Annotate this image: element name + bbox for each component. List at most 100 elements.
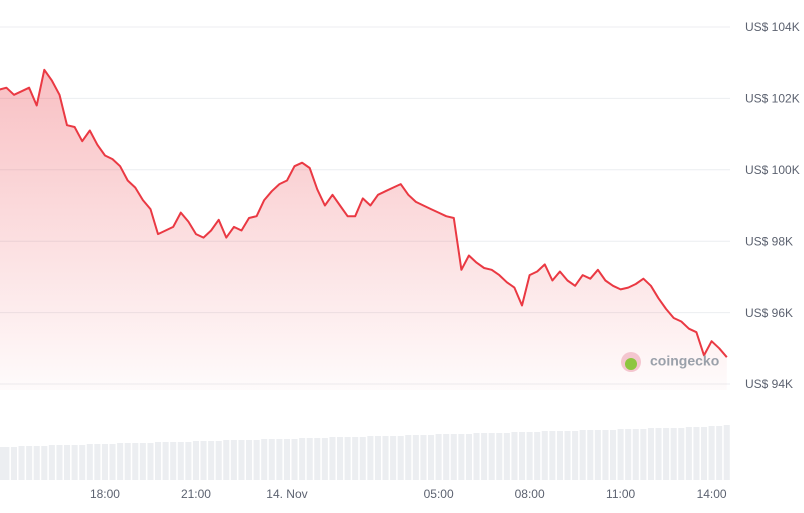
volume-bar [617, 429, 624, 480]
volume-bar [594, 430, 601, 480]
volume-bar [708, 426, 715, 480]
volume-bar [511, 432, 518, 480]
x-tick-label: 08:00 [515, 487, 545, 501]
volume-bar [268, 439, 275, 480]
area-fill [0, 69, 727, 390]
volume-bar [124, 443, 131, 480]
labels: US$ 94K US$ 96K US$ 98K US$ 100K US$ 102K US$… [90, 20, 800, 501]
volume-bar [685, 427, 692, 480]
y-tick-label: US$ 96K [745, 306, 793, 320]
volume-bar [291, 439, 298, 480]
volume-bar [101, 444, 108, 480]
volume-bar [374, 436, 381, 480]
volume-bar [632, 429, 639, 480]
volume-bar [79, 445, 86, 480]
volume-bar [33, 446, 40, 480]
volume-bar [427, 435, 435, 480]
x-tick-label: 21:00 [181, 487, 211, 501]
volume-bar [609, 430, 617, 480]
volume-bar [261, 439, 268, 480]
watermark-logo-inner [625, 358, 637, 370]
volume-bar [329, 437, 336, 480]
volume-bar [412, 435, 419, 480]
volume-bar [625, 429, 632, 480]
volume-bar [420, 435, 427, 480]
x-tick-label: 11:00 [606, 487, 635, 501]
volume-bar [162, 442, 169, 480]
volume-bar [579, 430, 586, 480]
volume-bar [230, 440, 237, 480]
y-tick-label: US$ 94K [745, 377, 793, 391]
volume-bar [253, 440, 260, 480]
volume-bar [71, 445, 78, 480]
line [0, 68, 728, 358]
volume-bar [223, 440, 230, 480]
volume-bar [382, 436, 389, 480]
volume-bar [10, 447, 17, 480]
volume-bar [481, 433, 488, 480]
volume-bar [117, 443, 124, 480]
volume-bar [518, 432, 526, 480]
volume-bar [564, 431, 571, 480]
volume-bar [185, 442, 192, 480]
volume-bar [488, 433, 495, 480]
volume-bar [314, 438, 321, 480]
volume-bar [64, 445, 71, 480]
y-tick-label: US$ 100K [745, 163, 800, 177]
volume-bar [41, 446, 48, 480]
volume-bar [359, 437, 366, 480]
volume-bar [155, 442, 162, 480]
x-tick-label: 05:00 [424, 487, 454, 501]
volume-bar [503, 433, 510, 480]
volume-bar [0, 447, 7, 480]
volume-bar [450, 434, 457, 480]
volume-bar [647, 428, 654, 480]
volume-bar [283, 439, 290, 480]
volume-bar [663, 428, 670, 480]
volume-bar [3, 447, 10, 480]
volume-bar [192, 441, 199, 480]
volume-bar [465, 434, 472, 480]
volume-bar [473, 433, 480, 480]
volume-bar [94, 444, 101, 480]
volume-bar [678, 428, 685, 480]
y-tick-label: US$ 104K [745, 20, 800, 34]
volume-bar [238, 440, 245, 480]
volume-bar [109, 444, 116, 480]
volume-bar [458, 434, 465, 480]
volume-bar [397, 436, 404, 480]
watermark: coingecko [621, 352, 719, 372]
volume-bar [549, 431, 556, 480]
volume-bar [306, 438, 313, 480]
volume-bar [693, 427, 700, 480]
volume-bar [215, 441, 222, 480]
x-tick-label: 18:00 [90, 487, 120, 501]
volume-bar [86, 444, 93, 480]
volume-bar [18, 446, 25, 480]
volume-bar [337, 437, 344, 480]
volume-bar [208, 441, 215, 480]
volume-bar [723, 425, 730, 480]
volume-bar [26, 446, 33, 480]
volume-bar [132, 443, 139, 480]
volume-bar [367, 436, 374, 480]
volume-bar [56, 445, 63, 480]
volume-bar [640, 429, 647, 480]
price-line [0, 68, 728, 358]
volume-bar [276, 439, 283, 480]
volume-bar [496, 433, 503, 480]
volume-bar [48, 445, 55, 480]
x-tick-label: 14. Nov [266, 487, 307, 501]
area [0, 69, 727, 390]
x-tick-label: 14:00 [697, 487, 727, 501]
volume-bar [139, 443, 146, 480]
volume-bar [299, 438, 306, 480]
volume-bar [200, 441, 207, 480]
volume-bar [170, 442, 177, 480]
volume-bar [344, 437, 351, 480]
volume-bar [352, 437, 359, 480]
y-tick-label: US$ 102K [745, 92, 800, 106]
watermark-text: coingecko [650, 353, 719, 369]
